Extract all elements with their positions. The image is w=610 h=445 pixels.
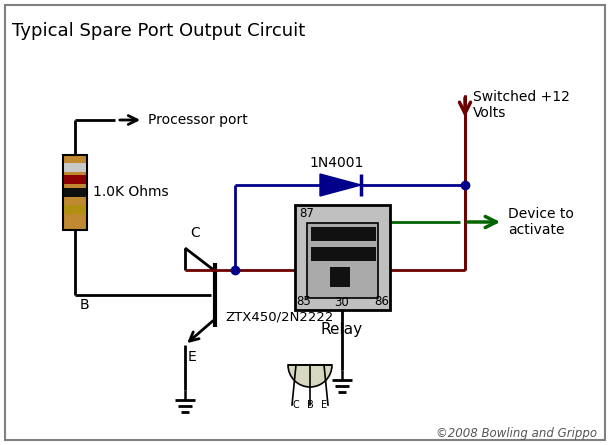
Text: Relay: Relay — [321, 322, 363, 337]
Text: 87: 87 — [299, 207, 314, 220]
Bar — [64, 205, 86, 214]
Bar — [64, 175, 86, 184]
Text: C: C — [293, 400, 300, 410]
Text: E: E — [321, 400, 327, 410]
Text: 86: 86 — [374, 295, 389, 308]
Text: B: B — [80, 298, 90, 312]
Text: C: C — [190, 226, 199, 240]
Text: 1N4001: 1N4001 — [310, 156, 364, 170]
Text: ZTX450/2N2222: ZTX450/2N2222 — [225, 310, 334, 323]
Text: Processor port: Processor port — [148, 113, 248, 127]
Polygon shape — [320, 174, 361, 196]
Bar — [311, 247, 376, 261]
Text: Typical Spare Port Output Circuit: Typical Spare Port Output Circuit — [12, 22, 305, 40]
Bar — [330, 267, 350, 287]
Text: 85: 85 — [296, 295, 310, 308]
Text: ©2008 Bowling and Grippo: ©2008 Bowling and Grippo — [436, 427, 597, 440]
Bar — [63, 155, 87, 230]
Text: Switched +12
Volts: Switched +12 Volts — [473, 90, 570, 120]
Bar — [311, 227, 376, 241]
Text: B: B — [307, 400, 314, 410]
Text: 30: 30 — [335, 296, 350, 309]
Bar — [64, 163, 86, 172]
Bar — [64, 188, 86, 197]
Text: E: E — [188, 350, 197, 364]
Wedge shape — [288, 365, 332, 387]
Text: 1.0K Ohms: 1.0K Ohms — [93, 185, 168, 199]
Bar — [307, 223, 378, 298]
Bar — [295, 205, 390, 310]
Text: Device to
activate: Device to activate — [508, 207, 574, 237]
